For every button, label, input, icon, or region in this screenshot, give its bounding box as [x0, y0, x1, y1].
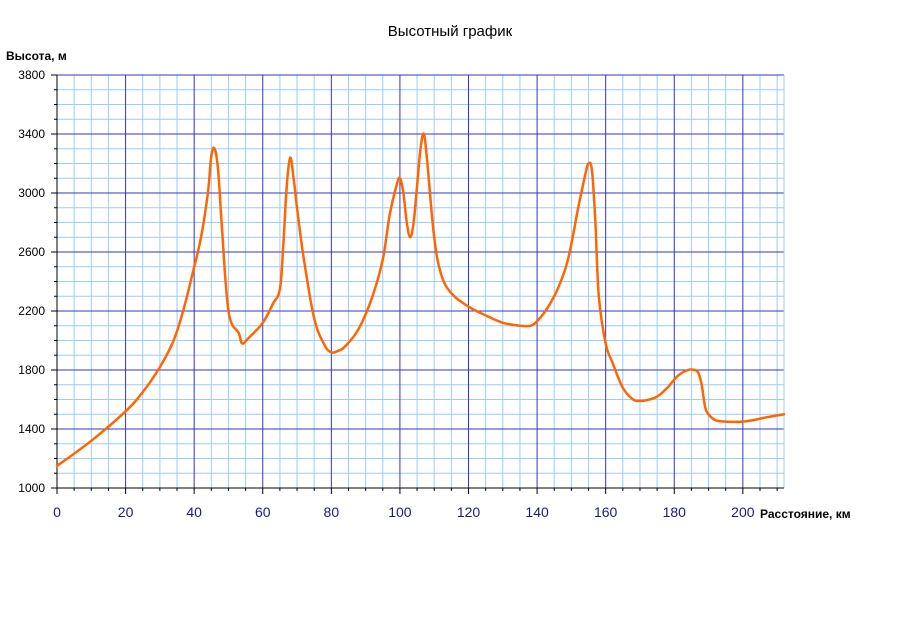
y-tick-label: 1800 — [18, 363, 45, 377]
x-tick-label: 20 — [118, 504, 134, 520]
y-tick-label: 3400 — [18, 127, 45, 141]
x-tick-label: 60 — [255, 504, 271, 520]
y-tick-label: 1000 — [18, 481, 45, 495]
x-tick-label: 200 — [731, 504, 755, 520]
y-tick-labels: 3800 3400 3000 2600 2200 1800 1400 1000 — [18, 68, 45, 495]
x-tick-label: 160 — [594, 504, 618, 520]
y-tick-label: 3000 — [18, 186, 45, 200]
chart-title: Высотный график — [388, 23, 513, 40]
x-tick-label: 100 — [388, 504, 412, 520]
y-tick-label: 2600 — [18, 245, 45, 259]
series-layer — [55, 132, 786, 468]
x-tick-label: 140 — [525, 504, 549, 520]
elevation-line — [55, 132, 786, 468]
x-tick-labels: 0 20 40 60 80 100 120 140 160 180 200 — [53, 504, 755, 520]
axes — [51, 74, 784, 494]
y-axis-title: Высота, м — [6, 49, 67, 63]
x-tick-label: 180 — [663, 504, 687, 520]
x-tick-label: 120 — [457, 504, 481, 520]
x-tick-label: 0 — [53, 504, 61, 520]
x-tick-label: 80 — [324, 504, 340, 520]
y-tick-label: 3800 — [18, 68, 45, 82]
major-grid — [57, 74, 785, 488]
y-tick-label: 2200 — [18, 304, 45, 318]
x-axis-title: Расстояние, км — [760, 507, 851, 521]
x-tick-label: 40 — [186, 504, 202, 520]
y-tick-label: 1400 — [18, 422, 45, 436]
